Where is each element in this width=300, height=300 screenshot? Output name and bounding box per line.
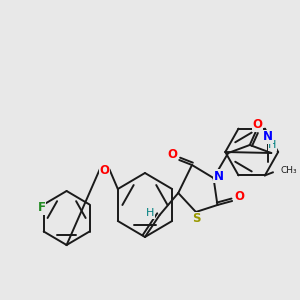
- Text: N: N: [213, 169, 224, 182]
- Text: O: O: [253, 118, 262, 131]
- Text: CH₃: CH₃: [280, 166, 297, 175]
- Text: H: H: [268, 140, 277, 150]
- Text: H: H: [146, 208, 154, 218]
- Text: N: N: [262, 130, 272, 143]
- Text: O: O: [100, 164, 110, 176]
- Text: F: F: [38, 201, 46, 214]
- Text: S: S: [193, 212, 201, 226]
- Text: O: O: [234, 190, 244, 203]
- Text: O: O: [167, 148, 177, 161]
